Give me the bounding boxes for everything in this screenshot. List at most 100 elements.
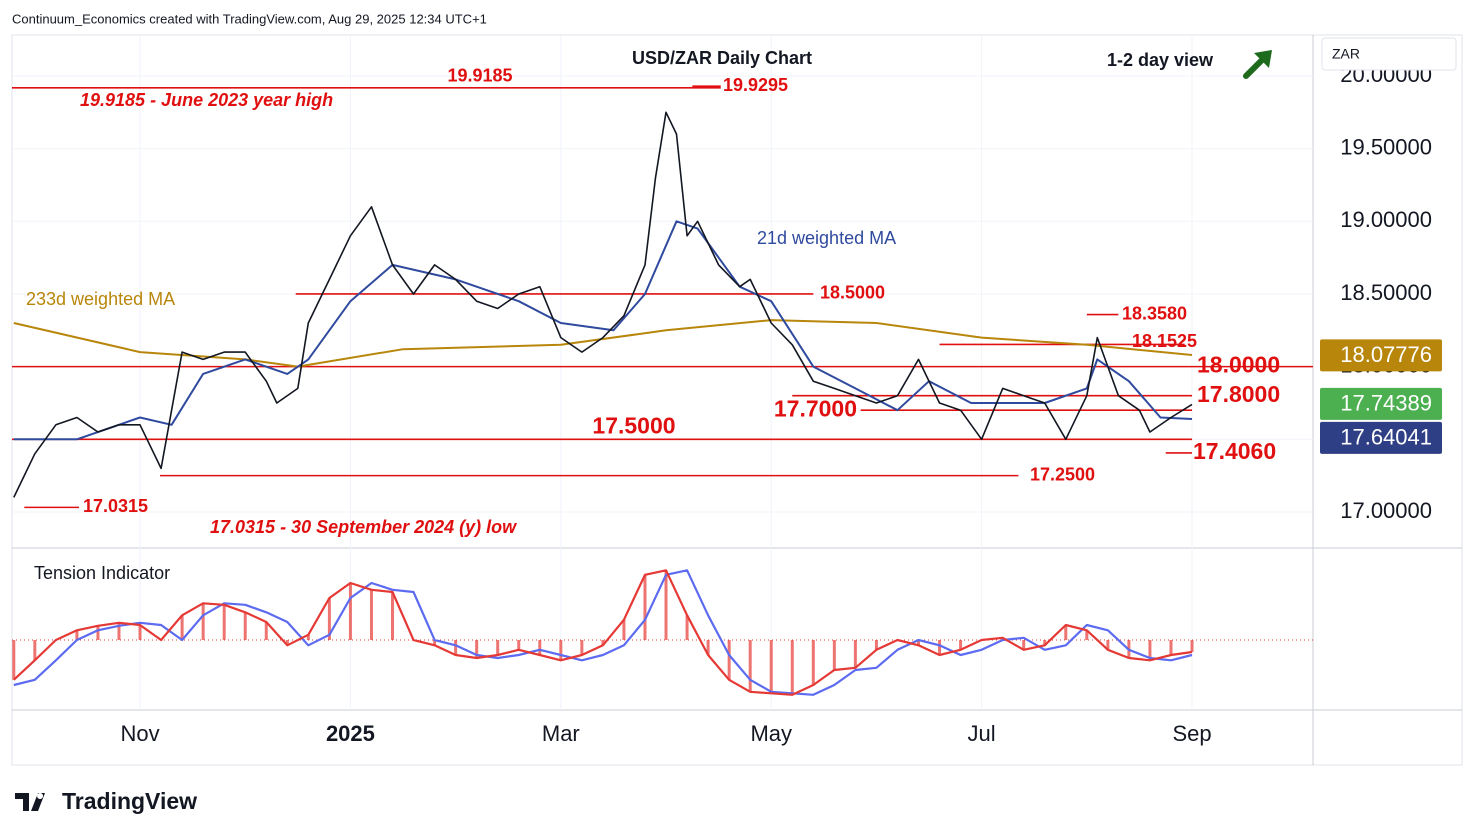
histogram-bar	[685, 615, 689, 641]
histogram-bar	[1106, 640, 1110, 650]
price-badge	[1320, 387, 1442, 420]
x-tick-label: Jul	[968, 721, 996, 746]
view-label: 1-2 day view	[1107, 50, 1214, 70]
histogram-bar	[327, 598, 331, 641]
level-label: 19.9295	[723, 75, 788, 95]
histogram-bar	[811, 640, 815, 686]
histogram-bar	[1148, 640, 1152, 661]
level-label: 18.3580	[1122, 303, 1187, 323]
price-line	[13, 111, 1193, 498]
price-badge	[1320, 339, 1442, 372]
y-tick-label: 18.50000	[1340, 280, 1432, 305]
x-tick-label: Mar	[542, 721, 580, 746]
credit: Continuum_Economics created with Trading…	[12, 11, 487, 26]
histogram-bar	[917, 640, 921, 646]
histogram-bar	[1043, 640, 1047, 646]
trend-arrow	[1243, 50, 1272, 79]
brand: TradingView	[62, 788, 197, 814]
histogram-bar	[601, 640, 605, 646]
histogram-bar	[475, 640, 479, 659]
price-badge-label: 17.64041	[1340, 425, 1432, 450]
level-label: 17.2500	[1030, 464, 1095, 484]
histogram-bar	[874, 640, 878, 650]
histogram-bar	[706, 640, 710, 656]
level-label: 18.0000	[1197, 352, 1280, 378]
plot: 19.9295 19.9185 18.5000 18.3580 18.152518.00…	[12, 66, 1442, 696]
y-tick-label: 19.00000	[1340, 207, 1432, 232]
ma-line	[13, 319, 1193, 368]
currency: ZAR	[1332, 46, 1360, 62]
level-label: 17.5000	[592, 412, 675, 438]
histogram-bar	[454, 640, 458, 656]
x-tick-label: 2025	[326, 721, 375, 746]
level-label: 19.9185	[447, 66, 512, 86]
level-label: 17.8000	[1197, 381, 1280, 407]
histogram-bar	[180, 615, 184, 641]
price-badge-label: 18.07776	[1340, 342, 1432, 367]
histogram-bar	[12, 640, 16, 680]
histogram-bar	[748, 640, 752, 692]
histogram-bar	[538, 640, 542, 656]
x-tick-label: Sep	[1172, 721, 1211, 746]
histogram-bar	[96, 625, 100, 641]
histogram-bar	[138, 625, 142, 641]
level-label: 18.1525	[1132, 331, 1197, 351]
histogram-bar	[243, 612, 247, 641]
histogram-bar	[1085, 630, 1089, 641]
histogram-bar	[832, 640, 836, 671]
histogram-bar	[622, 619, 626, 641]
histogram-bar	[1022, 640, 1026, 650]
histogram-bar	[938, 640, 942, 656]
histogram-bar	[559, 640, 563, 661]
level-label: 17.7000	[774, 395, 857, 421]
histogram-bar	[769, 640, 773, 694]
histogram-bar	[201, 603, 205, 641]
histogram-bar	[496, 640, 500, 656]
histogram-bar	[222, 604, 226, 641]
annotation: 19.9185 - June 2023 year high	[80, 90, 333, 110]
pane-title: Tension Indicator	[34, 563, 170, 583]
histogram-bar	[580, 640, 584, 656]
level-label: 18.5000	[820, 283, 885, 303]
ma-label: 21d weighted MA	[757, 228, 896, 248]
y-tick-label: 17.00000	[1340, 498, 1432, 523]
histogram-bar	[727, 640, 731, 680]
annotation: 17.0315 - 30 September 2024 (y) low	[210, 517, 517, 537]
histogram-bar	[117, 622, 121, 641]
histogram-bar	[348, 583, 352, 641]
logo: TradingView	[15, 788, 197, 814]
frame	[11, 34, 1463, 766]
x-tick-label: May	[750, 721, 792, 746]
histogram-bar	[664, 570, 668, 641]
histogram-bar	[517, 640, 521, 650]
ma-label: 233d weighted MA	[26, 289, 175, 309]
y-tick-label: 19.50000	[1340, 134, 1432, 159]
histogram-bar	[306, 634, 310, 641]
histogram-bar	[853, 640, 857, 668]
histogram-bar	[1169, 640, 1173, 656]
chart-title: USD/ZAR Daily Chart	[632, 48, 812, 68]
histogram-bar	[33, 640, 37, 661]
indicator-line	[13, 569, 1193, 696]
histogram-bar	[433, 640, 437, 646]
currency-box[interactable]	[1321, 37, 1457, 71]
histogram-bar	[75, 630, 79, 641]
level-label: 17.4060	[1193, 438, 1276, 464]
histogram-bar	[1064, 625, 1068, 641]
histogram-bar	[1190, 640, 1194, 653]
histogram-bar	[285, 640, 289, 646]
histogram-bar	[264, 622, 268, 641]
histogram-bar	[369, 589, 373, 641]
x-tick-label: Nov	[120, 721, 159, 746]
histogram-bar	[643, 574, 647, 641]
histogram-bar	[959, 640, 963, 650]
histogram-bar	[391, 592, 395, 641]
level-label: 17.0315	[83, 496, 148, 516]
histogram-bar	[790, 640, 794, 695]
indicator-line	[13, 569, 1193, 696]
price-badge-label: 17.74389	[1340, 391, 1432, 416]
price-badge	[1320, 421, 1442, 454]
